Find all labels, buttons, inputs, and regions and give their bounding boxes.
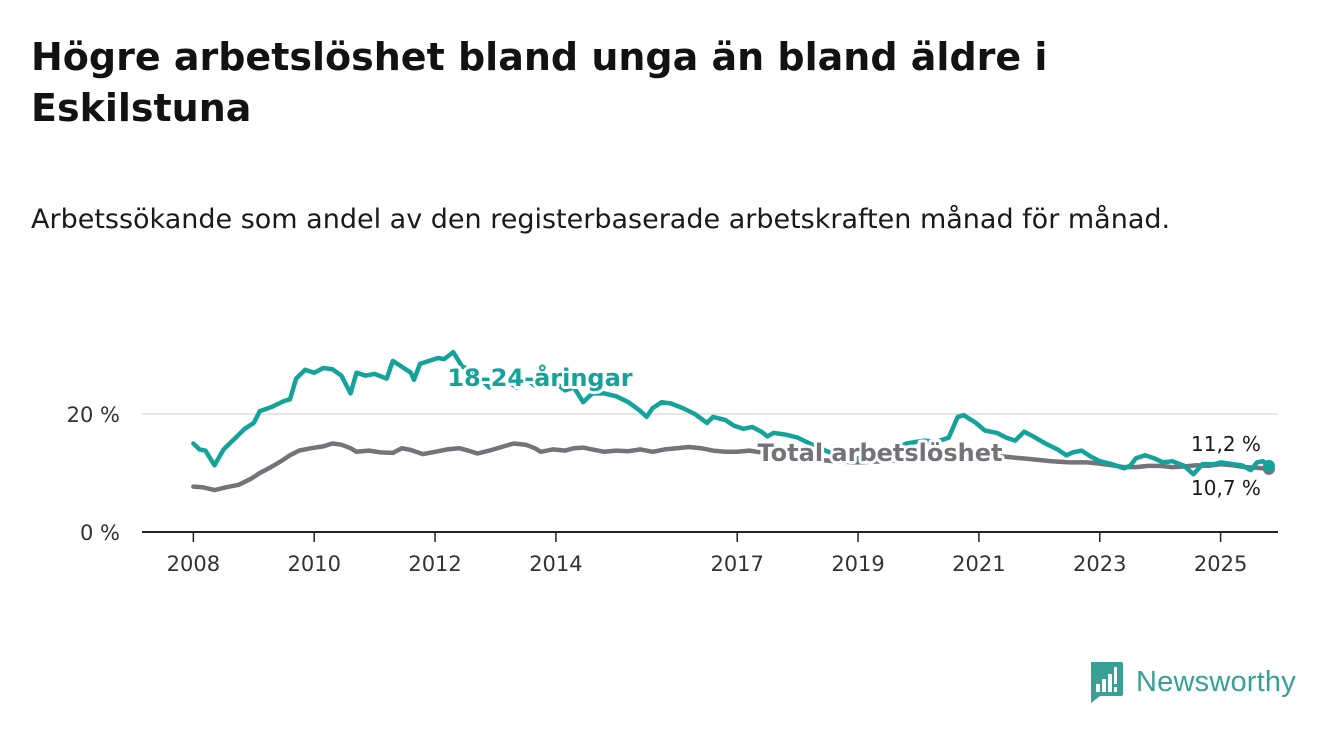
newsworthy-logo-icon: [1091, 662, 1123, 703]
series-end-point: [1262, 459, 1275, 472]
series-label: 18-24-åringar: [447, 363, 632, 392]
y-tick-label: 0 %: [80, 521, 120, 545]
series-label: Total arbetslöshet: [757, 439, 1002, 467]
y-tick-label: 20 %: [67, 403, 120, 427]
x-tick-label: 2025: [1194, 552, 1247, 576]
series-lines: [191, 349, 1275, 493]
series-line-youth: [191, 349, 1272, 477]
series-line-total: [191, 441, 1272, 493]
x-tick-label: 2023: [1073, 552, 1126, 576]
x-tick-label: 2021: [952, 552, 1005, 576]
newsworthy-logo-text: Newsworthy: [1136, 665, 1296, 698]
end-value-label: 10,7 %: [1191, 476, 1261, 500]
x-tick-label: 2008: [167, 552, 220, 576]
end-value-label: 11,2 %: [1191, 432, 1261, 456]
x-axis: 2008 2010 2012 2014 2017 2019 2021 2023 2025: [142, 531, 1278, 576]
x-tick-label: 2014: [529, 552, 582, 576]
newsworthy-logo: Newsworthy: [1088, 660, 1296, 704]
chart-subtitle: Arbetssökande som andel av den registerb…: [31, 204, 1171, 235]
chart-title: Högre arbetslöshet bland unga än bland ä…: [31, 35, 1048, 130]
series-labels: 18-24-åringar Total arbetslöshet 11,2 % 10,…: [444, 360, 1263, 503]
x-tick-label: 2017: [710, 552, 763, 576]
x-tick-label: 2012: [408, 552, 461, 576]
x-tick-label: 2010: [287, 552, 340, 576]
x-tick-label: 2019: [831, 552, 884, 576]
y-axis: 0 % 20 %: [67, 403, 120, 545]
